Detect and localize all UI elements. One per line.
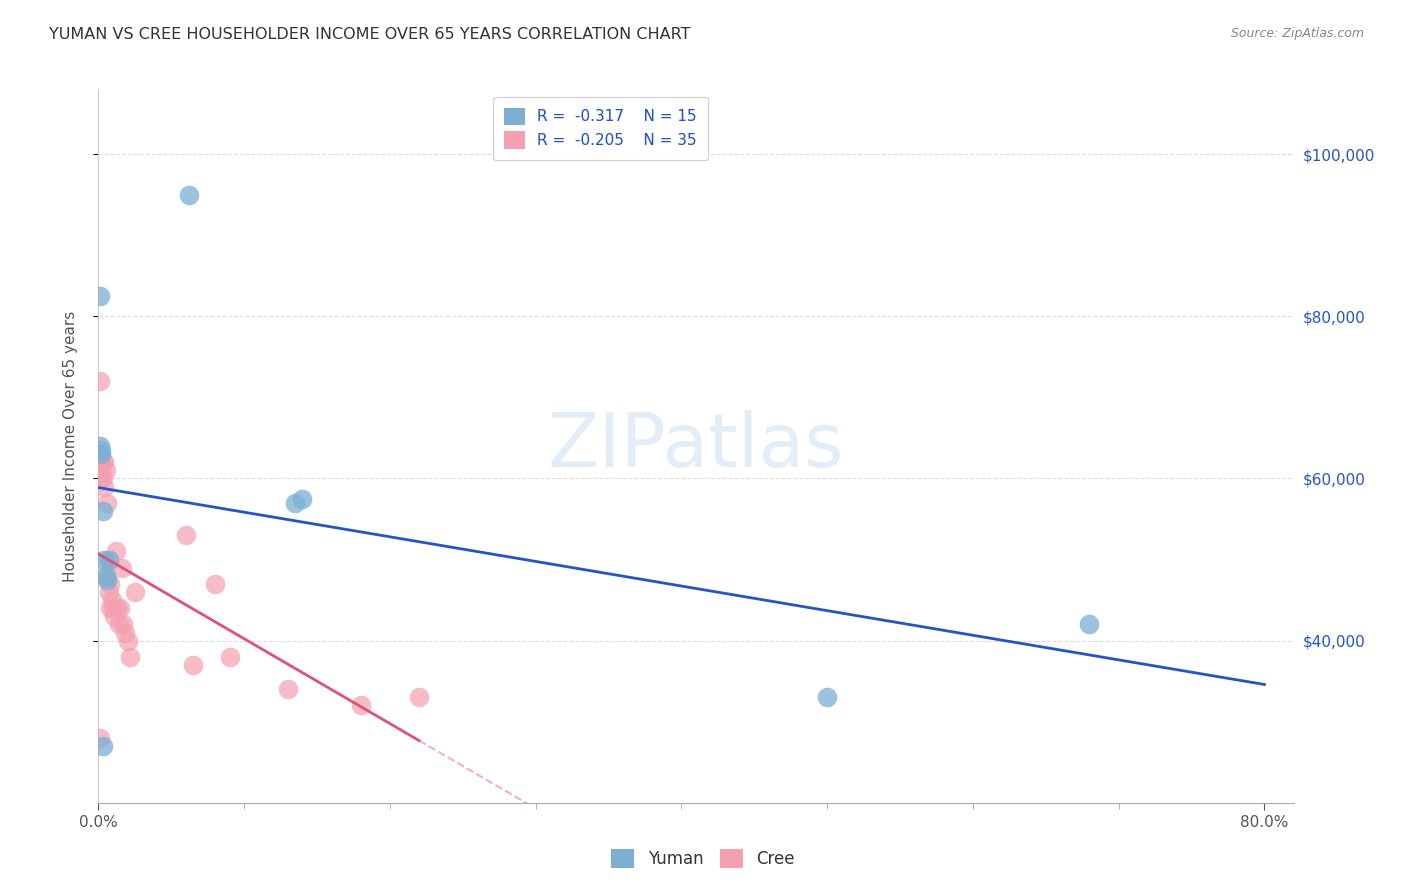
Point bbox=[97, 552, 120, 566]
Point bbox=[101, 601, 124, 615]
Point bbox=[93, 479, 115, 493]
Point bbox=[93, 552, 115, 566]
Point bbox=[89, 374, 111, 388]
Point bbox=[284, 496, 307, 510]
Point bbox=[98, 601, 121, 615]
Y-axis label: Householder Income Over 65 years: Householder Income Over 65 years bbox=[63, 310, 77, 582]
Point bbox=[120, 649, 142, 664]
Point bbox=[177, 187, 200, 202]
Point bbox=[90, 471, 112, 485]
Point bbox=[91, 471, 114, 485]
Point bbox=[174, 528, 197, 542]
Point bbox=[91, 739, 114, 753]
Point bbox=[110, 601, 132, 615]
Point bbox=[93, 455, 115, 469]
Point bbox=[90, 463, 112, 477]
Point bbox=[89, 731, 111, 745]
Point bbox=[117, 633, 139, 648]
Point bbox=[1078, 617, 1101, 632]
Point bbox=[112, 617, 135, 632]
Point bbox=[91, 455, 114, 469]
Point bbox=[124, 585, 146, 599]
Point bbox=[100, 593, 122, 607]
Point bbox=[90, 447, 112, 461]
Point bbox=[204, 577, 226, 591]
Point bbox=[97, 585, 120, 599]
Point bbox=[96, 573, 118, 587]
Point bbox=[108, 617, 131, 632]
Point bbox=[98, 577, 121, 591]
Text: YUMAN VS CREE HOUSEHOLDER INCOME OVER 65 YEARS CORRELATION CHART: YUMAN VS CREE HOUSEHOLDER INCOME OVER 65… bbox=[49, 27, 690, 42]
Point bbox=[94, 568, 117, 582]
Point bbox=[90, 443, 112, 458]
Text: Source: ZipAtlas.com: Source: ZipAtlas.com bbox=[1230, 27, 1364, 40]
Point bbox=[350, 698, 373, 713]
Point bbox=[94, 463, 117, 477]
Point bbox=[103, 609, 125, 624]
Point bbox=[105, 601, 128, 615]
Point bbox=[89, 439, 111, 453]
Point bbox=[181, 657, 204, 672]
Point bbox=[91, 504, 114, 518]
Point bbox=[218, 649, 240, 664]
Legend: Yuman, Cree: Yuman, Cree bbox=[605, 842, 801, 875]
Point bbox=[96, 496, 118, 510]
Point bbox=[94, 568, 117, 582]
Point bbox=[291, 491, 314, 506]
Point bbox=[111, 560, 134, 574]
Point bbox=[815, 690, 838, 705]
Point bbox=[277, 682, 299, 697]
Point bbox=[89, 289, 111, 303]
Legend: R =  -0.317    N = 15, R =  -0.205    N = 35: R = -0.317 N = 15, R = -0.205 N = 35 bbox=[494, 97, 707, 160]
Text: ZIPatlas: ZIPatlas bbox=[548, 409, 844, 483]
Point bbox=[408, 690, 430, 705]
Point bbox=[114, 625, 136, 640]
Point bbox=[97, 552, 120, 566]
Point bbox=[104, 544, 127, 558]
